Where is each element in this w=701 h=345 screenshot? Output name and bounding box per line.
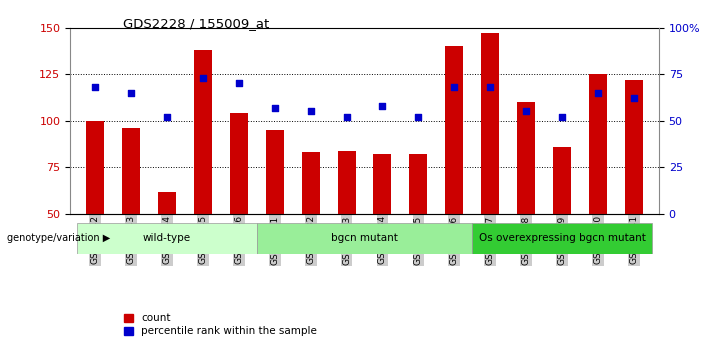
Bar [257, 223, 472, 254]
Point [125, 90, 137, 96]
Bar [625, 80, 643, 214]
Text: wild-type: wild-type [143, 233, 191, 243]
Bar [553, 147, 571, 214]
Bar [517, 102, 535, 214]
Bar [230, 113, 248, 214]
Point [484, 85, 496, 90]
Point [557, 114, 568, 120]
Bar [77, 223, 257, 254]
Bar [266, 130, 284, 214]
Bar [472, 223, 652, 254]
Bar [194, 50, 212, 214]
Text: GDS2228 / 155009_at: GDS2228 / 155009_at [123, 17, 269, 30]
Bar [445, 46, 463, 214]
Point [305, 109, 316, 114]
Bar [589, 74, 607, 214]
Point [198, 75, 209, 81]
Text: bgcn mutant: bgcn mutant [331, 233, 398, 243]
Bar [158, 191, 176, 214]
Point [449, 85, 460, 90]
Point [520, 109, 531, 114]
Bar [481, 33, 499, 214]
Bar [409, 154, 428, 214]
Point [628, 96, 639, 101]
Legend: count, percentile rank within the sample: count, percentile rank within the sample [124, 313, 317, 336]
Bar [122, 128, 140, 214]
Text: Os overexpressing bgcn mutant: Os overexpressing bgcn mutant [479, 233, 646, 243]
Point [161, 114, 172, 120]
Point [233, 81, 245, 86]
Bar [86, 121, 104, 214]
Point [413, 114, 424, 120]
Bar [374, 154, 391, 214]
Point [269, 105, 280, 110]
Point [377, 103, 388, 109]
Bar [301, 152, 320, 214]
Bar [338, 150, 355, 214]
Point [592, 90, 604, 96]
Text: genotype/variation ▶: genotype/variation ▶ [7, 233, 110, 243]
Point [90, 85, 101, 90]
Point [341, 114, 352, 120]
